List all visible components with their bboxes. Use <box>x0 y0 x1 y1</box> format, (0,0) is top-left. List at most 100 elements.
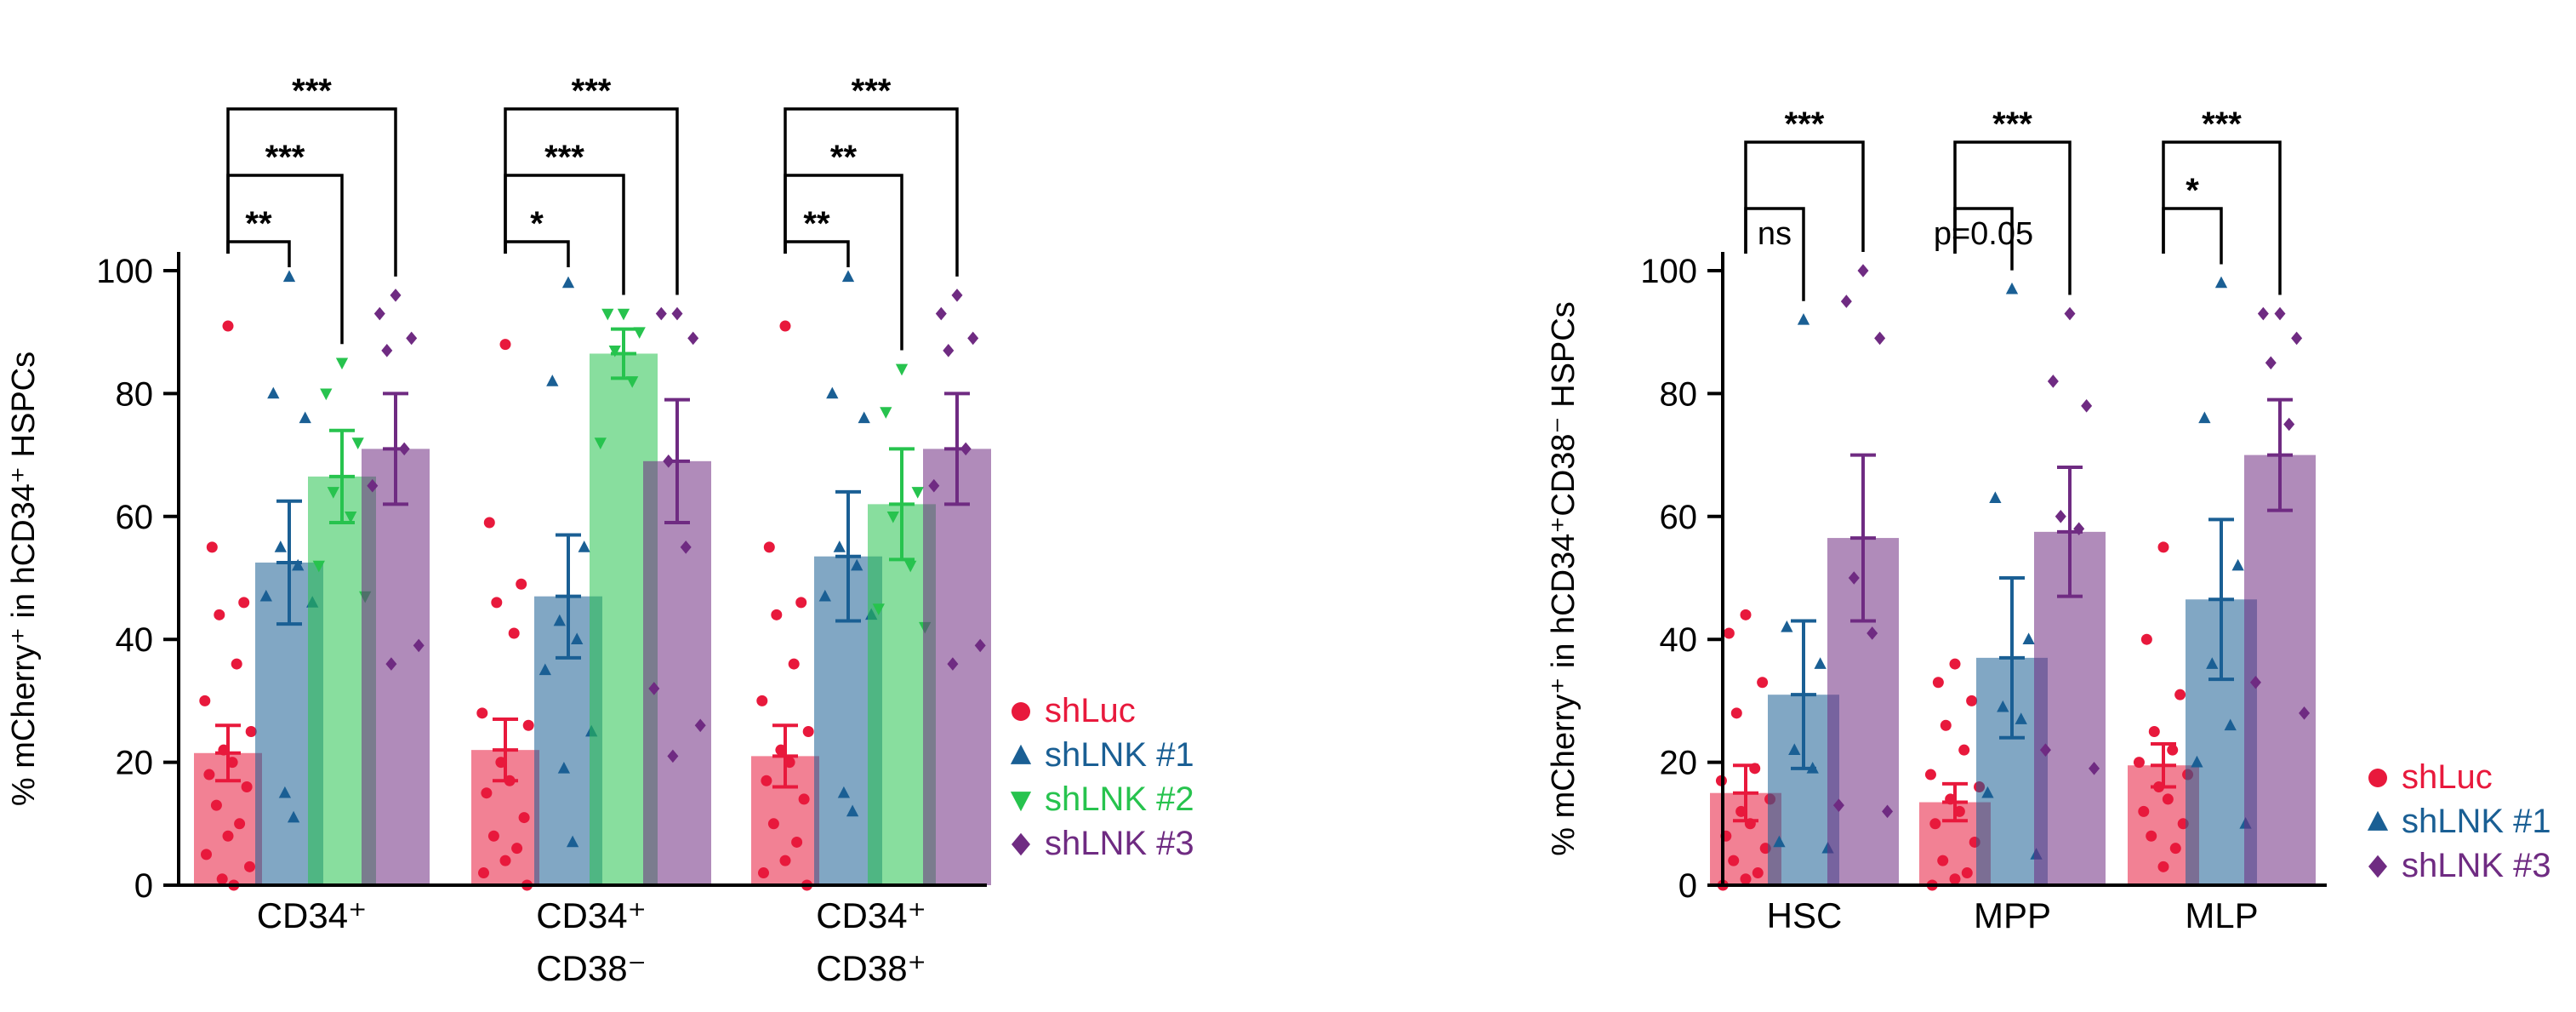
y-tick-label: 20 <box>1660 745 1698 782</box>
data-point-shLuc <box>2174 689 2186 700</box>
data-point-shLuc <box>1723 627 1735 639</box>
data-point-shLNK3 <box>671 306 683 321</box>
data-point-shLNK1 <box>267 386 280 399</box>
data-point-shLNK1 <box>557 762 571 774</box>
data-point-shLuc <box>1730 707 1742 719</box>
data-point-shLNK3 <box>2089 762 2100 775</box>
legend-marker <box>2367 810 2389 831</box>
legend-label: shLNK #3 <box>2402 847 2551 884</box>
data-point-shLuc <box>216 873 228 885</box>
data-point-shLNK3 <box>967 331 979 346</box>
data-point-shLuc <box>784 757 795 769</box>
legend-marker <box>2368 855 2387 878</box>
data-point-shLNK1 <box>846 804 859 817</box>
data-point-shLNK1 <box>2022 632 2035 645</box>
chart-panel-2: 0 20 40 60 80 100 % mCherry⁺ in hCD34⁺CD38⁻ HS… <box>1546 106 2551 935</box>
data-point-shLNK1 <box>833 540 846 552</box>
data-point-shLNK3 <box>2283 417 2295 432</box>
data-point-shLuc <box>214 609 225 620</box>
data-point-shLNK3 <box>2073 522 2085 536</box>
significance-label: ** <box>803 205 830 243</box>
data-point-shLNK3 <box>413 638 425 653</box>
data-point-shLuc <box>779 320 791 332</box>
y-tick-label: 100 <box>1640 253 1697 290</box>
data-point-shLNK1 <box>578 540 590 552</box>
significance-label: *** <box>572 72 612 110</box>
data-point-shLNK1 <box>1781 620 1793 632</box>
x-category-label: MLP <box>2185 895 2258 935</box>
significance-bracket <box>784 174 903 351</box>
data-point-shLuc <box>1937 855 1949 866</box>
data-point-shLNK1 <box>2224 718 2237 731</box>
data-point-shLNK2 <box>617 308 630 321</box>
data-point-shLNK1 <box>1989 491 2002 503</box>
data-point-shLuc <box>218 744 230 756</box>
data-point-shLuc <box>1740 873 1752 885</box>
data-point-shLuc <box>508 627 520 639</box>
data-point-shLNK3 <box>928 478 940 493</box>
data-point-shLuc <box>1949 873 1961 885</box>
significance-bracket <box>784 107 959 277</box>
legend-label: shLNK #1 <box>1045 736 1194 774</box>
data-point-shLNK1 <box>1997 700 2009 712</box>
data-point-shLNK2 <box>351 437 364 449</box>
legend-marker <box>2368 769 2387 787</box>
data-point-shLNK3 <box>1874 331 1886 346</box>
data-point-shLNK1 <box>2191 755 2203 768</box>
legend-marker <box>1010 744 1032 764</box>
data-point-shLNK2 <box>872 603 885 615</box>
data-point-shLNK1 <box>826 386 839 399</box>
data-point-shLNK1 <box>278 786 292 798</box>
data-point-shLNK1 <box>1797 312 1810 325</box>
data-point-shLNK1 <box>2214 276 2228 289</box>
data-point-shLuc <box>2133 757 2145 769</box>
data-point-shLNK1 <box>274 540 287 552</box>
data-point-shLNK3 <box>2047 374 2059 388</box>
data-point-shLNK3 <box>935 306 947 321</box>
significance-label: * <box>530 205 544 243</box>
data-point-shLuc <box>1932 677 1944 689</box>
data-point-shLuc <box>518 812 530 824</box>
data-point-shLuc <box>499 339 511 351</box>
data-point-shLuc <box>231 658 242 670</box>
data-point-shLNK1 <box>539 663 551 676</box>
x-category-label: CD38⁻ <box>536 948 647 988</box>
data-point-shLuc <box>478 867 489 879</box>
significance-label: p=0.05 <box>1934 216 2033 252</box>
data-point-shLNK1 <box>858 411 870 424</box>
data-point-shLNK2 <box>886 511 899 523</box>
data-point-shLuc <box>2167 744 2179 756</box>
data-point-shLuc <box>2146 830 2157 842</box>
data-point-shLNK1 <box>2015 712 2027 724</box>
significance-label: *** <box>265 139 305 176</box>
x-category-label: MPP <box>1974 895 2051 935</box>
significance-label: *** <box>852 72 892 110</box>
data-point-shLuc <box>201 849 212 860</box>
data-point-shLNK1 <box>2206 657 2219 669</box>
legend-marker <box>1012 702 1030 721</box>
data-point-shLuc <box>756 695 768 706</box>
data-point-shLuc <box>767 818 779 830</box>
data-point-shLuc <box>241 780 253 792</box>
data-point-shLuc <box>203 769 215 780</box>
data-point-shLNK3 <box>2265 356 2277 370</box>
legend-label: shLuc <box>2402 758 2493 796</box>
data-point-shLuc <box>495 757 507 769</box>
data-point-shLuc <box>1953 805 1965 817</box>
data-point-shLuc <box>476 707 488 719</box>
data-point-shLuc <box>483 517 495 529</box>
data-point-shLNK1 <box>851 558 863 571</box>
data-point-shLuc <box>238 597 250 609</box>
data-point-shLNK3 <box>390 289 402 302</box>
data-point-shLuc <box>491 597 503 609</box>
significance-label: *** <box>1992 106 2032 143</box>
data-point-shLNK3 <box>1848 571 1860 585</box>
significance-bracket <box>504 240 570 267</box>
data-point-shLNK3 <box>385 657 397 671</box>
y-tick-label: 60 <box>1660 499 1698 536</box>
data-point-shLNK1 <box>287 810 300 823</box>
data-point-shLNK1 <box>1814 657 1827 669</box>
y-tick-label: 40 <box>1660 621 1698 659</box>
legend-marker <box>1010 792 1032 812</box>
data-point-shLNK2 <box>335 357 349 370</box>
